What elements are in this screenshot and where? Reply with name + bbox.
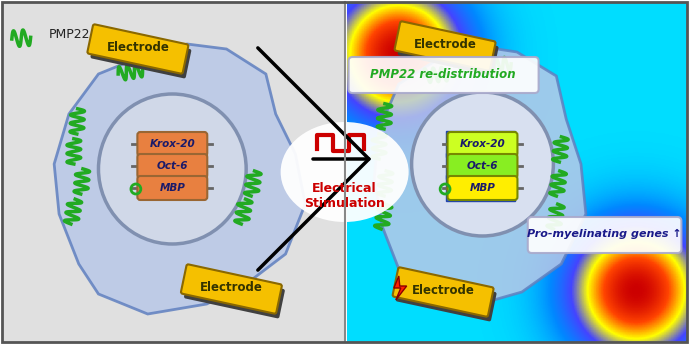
FancyBboxPatch shape	[446, 175, 515, 201]
Text: MBP: MBP	[470, 183, 496, 193]
FancyBboxPatch shape	[395, 272, 496, 321]
FancyBboxPatch shape	[447, 154, 517, 178]
Text: PMP22 re-distribution: PMP22 re-distribution	[370, 67, 516, 80]
Ellipse shape	[281, 122, 409, 222]
FancyBboxPatch shape	[137, 132, 207, 156]
Circle shape	[412, 92, 554, 236]
FancyBboxPatch shape	[393, 267, 494, 316]
FancyBboxPatch shape	[90, 29, 191, 78]
Text: Electrode: Electrode	[414, 37, 477, 51]
FancyBboxPatch shape	[184, 269, 285, 318]
FancyBboxPatch shape	[395, 21, 496, 71]
FancyBboxPatch shape	[349, 57, 538, 93]
Polygon shape	[394, 276, 407, 300]
Polygon shape	[54, 44, 305, 314]
Text: Oct-6: Oct-6	[467, 161, 498, 171]
Text: Krox-20: Krox-20	[149, 139, 195, 149]
Circle shape	[99, 94, 246, 244]
FancyBboxPatch shape	[2, 2, 344, 342]
Text: Krox-20: Krox-20	[460, 139, 505, 149]
Text: Electrode: Electrode	[107, 41, 169, 54]
Text: Electrical
Stimulation: Electrical Stimulation	[304, 182, 385, 210]
FancyBboxPatch shape	[137, 154, 207, 178]
FancyBboxPatch shape	[447, 176, 517, 200]
Text: Oct-6: Oct-6	[157, 161, 188, 171]
FancyBboxPatch shape	[88, 24, 188, 74]
Polygon shape	[374, 46, 586, 306]
FancyBboxPatch shape	[398, 26, 498, 75]
Text: Electrode: Electrode	[200, 281, 263, 293]
FancyBboxPatch shape	[528, 217, 681, 253]
Text: Electrode: Electrode	[412, 283, 475, 297]
FancyBboxPatch shape	[446, 153, 515, 179]
FancyBboxPatch shape	[446, 131, 515, 157]
Text: Pro-myelinating genes ↑: Pro-myelinating genes ↑	[527, 229, 682, 239]
Text: MBP: MBP	[160, 183, 186, 193]
FancyBboxPatch shape	[181, 265, 282, 314]
Text: PMP22: PMP22	[49, 28, 91, 41]
FancyBboxPatch shape	[137, 176, 207, 200]
FancyBboxPatch shape	[447, 132, 517, 156]
